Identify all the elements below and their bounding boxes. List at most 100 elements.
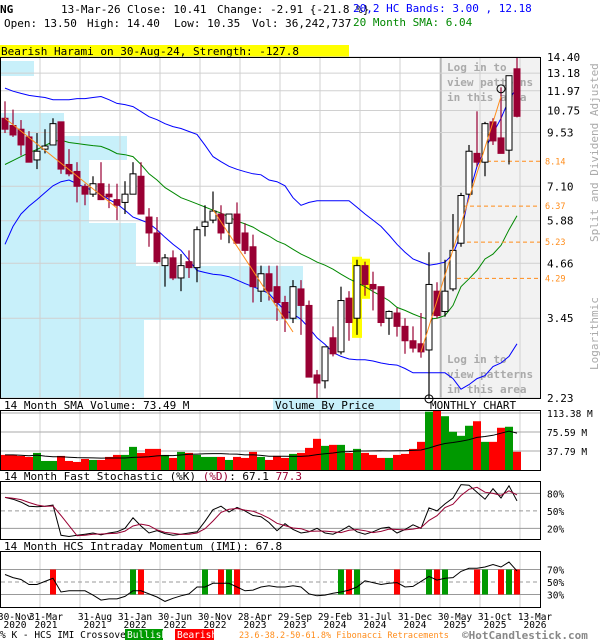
date-label: 30-Nov — [0, 612, 32, 623]
trendline — [4, 117, 118, 209]
imi-tick-label: 30% — [547, 591, 564, 602]
scale-label: Logarithmic — [588, 297, 600, 370]
bullish-candle — [225, 213, 233, 224]
stoch-tick-label: 20% — [547, 524, 564, 535]
volume-bar-down — [473, 421, 481, 470]
stoch-k-line — [4, 484, 518, 538]
volume-bar-up — [257, 456, 265, 470]
open-price: Open: 13.50 — [4, 17, 77, 30]
bullish-crossover-bar — [338, 569, 344, 595]
ticker-symbol: NG — [0, 3, 14, 16]
bearish-candle — [369, 283, 377, 290]
date-label: 31-Oct — [478, 612, 512, 623]
price-marks — [1, 57, 540, 404]
bearish-crossover-bar — [434, 569, 440, 595]
bearish-candle — [305, 304, 313, 378]
bearish-legend: Bearish — [177, 630, 217, 640]
volume-bar-down — [25, 456, 33, 470]
volume-bar-down — [185, 452, 193, 470]
bullish-candle — [425, 283, 433, 351]
bearish-candle — [113, 199, 121, 206]
pattern-banner[interactable]: Bearish Harami on 30-Aug-24, Strength: -… — [1, 45, 299, 58]
stoch-panel-title: 14 Month Fast Stochastic (%K) (%D): 67.1… — [4, 470, 302, 483]
login-note-top[interactable]: Log in to view patterns in this area — [447, 61, 533, 104]
volume-bar-up — [337, 444, 345, 470]
bearish-crossover-bar — [50, 569, 56, 595]
imi-tick-label: 70% — [547, 566, 564, 577]
volume-bar-up — [289, 453, 297, 470]
bullish-candle — [385, 310, 393, 319]
date-label: 13-Mar — [518, 612, 553, 623]
bullish-candle — [289, 286, 297, 319]
date-label: 28-Apr — [238, 612, 273, 623]
bearish-crossover-bar — [218, 569, 224, 595]
sma-value: 20 Month SMA: 6.04 — [353, 16, 473, 29]
stoch-d-line — [4, 486, 518, 537]
fib-level-label: 6.37 — [545, 202, 565, 212]
imi-tick-label: 50% — [547, 578, 564, 589]
chart-period-label: MONTHLY CHART — [430, 399, 516, 412]
bullish-candle — [481, 123, 489, 163]
price-tick-label: 2.23 — [547, 392, 574, 405]
bearish-candle — [329, 337, 337, 355]
volume-bar-down — [65, 460, 73, 470]
bearish-candle — [57, 121, 65, 170]
bearish-candle — [297, 288, 305, 306]
volume-bar-down — [57, 455, 65, 470]
volume-bar-down — [73, 461, 81, 470]
stoch-k-value: : 67.1 — [229, 470, 269, 483]
imi-panel-frame — [0, 551, 541, 608]
volume-bar-up — [505, 426, 513, 470]
volume-tick-label: 37.79 M — [547, 447, 587, 458]
bullish-crossover-bar — [506, 569, 512, 595]
bearish-crossover-bar — [138, 569, 144, 595]
volume-bar-down — [241, 457, 249, 470]
imi-panel-title: 14 Month HCS Intraday Momentum (IMI): 67… — [4, 540, 282, 553]
date-axis: 30-Nov202031-Mar202131-Aug202131-Jan2022… — [0, 612, 552, 631]
volume-bar-down — [305, 447, 313, 470]
stoch-k-label: 14 Month Fast Stochastic (%K) — [4, 470, 196, 483]
volume-bar-up — [201, 456, 209, 470]
volume-bar-down — [393, 454, 401, 470]
bearish-crossover-bar — [234, 569, 240, 595]
trendline — [212, 209, 294, 333]
volume-bar-down — [497, 427, 505, 470]
date-label-year: 2022 — [164, 620, 187, 631]
date-label-year: 2024 — [364, 620, 387, 631]
bullish-crossover-bar — [202, 569, 208, 595]
price-tick-label: 5.88 — [547, 215, 574, 228]
stoch-panel-frame — [0, 481, 541, 540]
bullish-candle — [505, 75, 513, 151]
price-tick-label: 7.10 — [547, 180, 574, 193]
price-axis: 14.40 13.18 11.97 10.75 9.53 7.10 5.88 4.66 3.45… — [545, 51, 580, 405]
volume-bar-up — [457, 435, 465, 470]
hc-bands-value: 20,2 HC Bands: 3.00 , 12.18 — [353, 2, 532, 15]
volume-panel: 113.38 M 75.59 M 37.79 M — [1, 409, 593, 470]
volume-by-price-bar — [1, 61, 34, 76]
volume-bar-up — [49, 460, 57, 470]
volume-bar-down — [137, 452, 145, 470]
bearish-candle — [145, 216, 153, 234]
date-label-year: 2021 — [35, 620, 58, 631]
bullish-crossover-bar — [354, 569, 360, 595]
bearish-candle — [73, 170, 81, 187]
brand-watermark[interactable]: ©HotCandlestick.com — [462, 629, 588, 640]
volume-bar-down — [217, 456, 225, 470]
date-label: 31-Jul — [358, 612, 392, 623]
date-label-year: 2023 — [284, 620, 307, 631]
volume-sma-line — [5, 430, 518, 459]
locked-pattern-area — [441, 58, 540, 398]
volume-bar-up — [449, 431, 457, 470]
bullish-candle — [441, 290, 449, 312]
bullish-candle — [321, 346, 329, 382]
bullish-candle — [121, 193, 129, 203]
volume-bar-down — [97, 459, 105, 470]
login-note-line: view patterns — [447, 368, 533, 381]
date-label-year: 2025 — [444, 620, 467, 631]
volume-by-price-label-bg — [273, 399, 400, 410]
volume-bar-down — [17, 455, 25, 470]
fib-level-label: 5.23 — [545, 238, 565, 248]
volume-by-price-bar — [1, 160, 89, 223]
volume-bar-down — [265, 459, 273, 470]
